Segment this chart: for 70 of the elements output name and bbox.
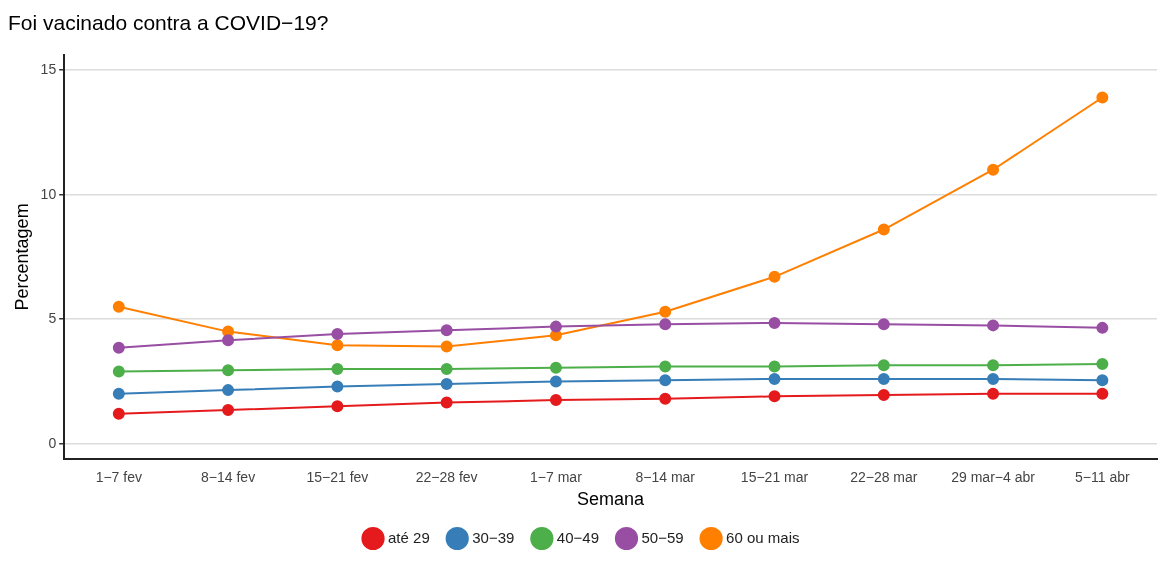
point xyxy=(549,375,562,388)
x-tick-label: 15−21 fev xyxy=(306,468,369,485)
point xyxy=(222,334,235,347)
x-tick-label: 1−7 fev xyxy=(95,468,142,485)
x-tick-label: 8−14 fev xyxy=(201,468,256,485)
y-tick-label: 15 xyxy=(40,61,57,77)
point xyxy=(768,270,781,283)
x-tick-label: 22−28 fev xyxy=(415,468,478,485)
y-tick-label: 0 xyxy=(48,434,57,451)
y-axis-title: Percentagem xyxy=(11,203,32,311)
point xyxy=(549,394,562,407)
point xyxy=(331,328,344,341)
point xyxy=(877,372,890,385)
legend-label: 30−39 xyxy=(472,528,515,546)
point xyxy=(331,400,344,413)
point xyxy=(549,361,562,374)
point xyxy=(331,362,344,375)
point xyxy=(440,340,453,353)
point xyxy=(331,380,344,393)
x-tick-label: 8−14 mar xyxy=(635,468,696,485)
point xyxy=(112,407,125,420)
point xyxy=(877,389,890,402)
point xyxy=(659,392,672,405)
point xyxy=(987,387,1000,400)
point xyxy=(659,318,672,331)
point xyxy=(331,339,344,352)
point xyxy=(768,360,781,373)
point xyxy=(768,316,781,329)
point xyxy=(222,404,235,417)
point xyxy=(112,300,125,313)
legend-label: 60 ou mais xyxy=(726,528,800,546)
point xyxy=(440,362,453,375)
x-tick-label: 29 mar−4 abr xyxy=(951,468,1036,485)
point xyxy=(768,390,781,403)
point xyxy=(987,359,1000,372)
x-axis-title: Semana xyxy=(577,489,646,510)
point xyxy=(877,223,890,236)
x-tick-label: 15−21 mar xyxy=(740,468,809,485)
point xyxy=(440,396,453,409)
point xyxy=(222,364,235,377)
point xyxy=(440,377,453,390)
point xyxy=(659,360,672,373)
point xyxy=(877,318,890,331)
x-tick-label: 1−7 mar xyxy=(530,468,583,485)
point xyxy=(1096,374,1109,387)
point xyxy=(112,341,125,354)
x-tick-label: 5−11 abr xyxy=(1075,468,1130,485)
point xyxy=(549,320,562,333)
y-tick-label: 5 xyxy=(48,310,57,327)
legend-label: 40−49 xyxy=(556,528,599,546)
legend-label: até 29 xyxy=(388,528,430,546)
point xyxy=(987,319,1000,332)
point xyxy=(222,384,235,397)
point xyxy=(987,372,1000,385)
point xyxy=(440,324,453,337)
point xyxy=(112,365,125,378)
legend-label: 50−59 xyxy=(641,528,684,546)
point xyxy=(659,305,672,318)
chart-title: Foi vacinado contra a COVID−19? xyxy=(8,11,329,35)
point xyxy=(1096,321,1109,334)
point xyxy=(112,387,125,400)
point xyxy=(987,163,1000,176)
point xyxy=(768,372,781,385)
point xyxy=(1096,387,1109,400)
x-tick-label: 22−28 mar xyxy=(850,468,918,485)
y-tick-label: 10 xyxy=(40,185,57,202)
point xyxy=(659,374,672,387)
point xyxy=(1096,91,1109,104)
point xyxy=(877,359,890,372)
point xyxy=(1096,357,1109,370)
